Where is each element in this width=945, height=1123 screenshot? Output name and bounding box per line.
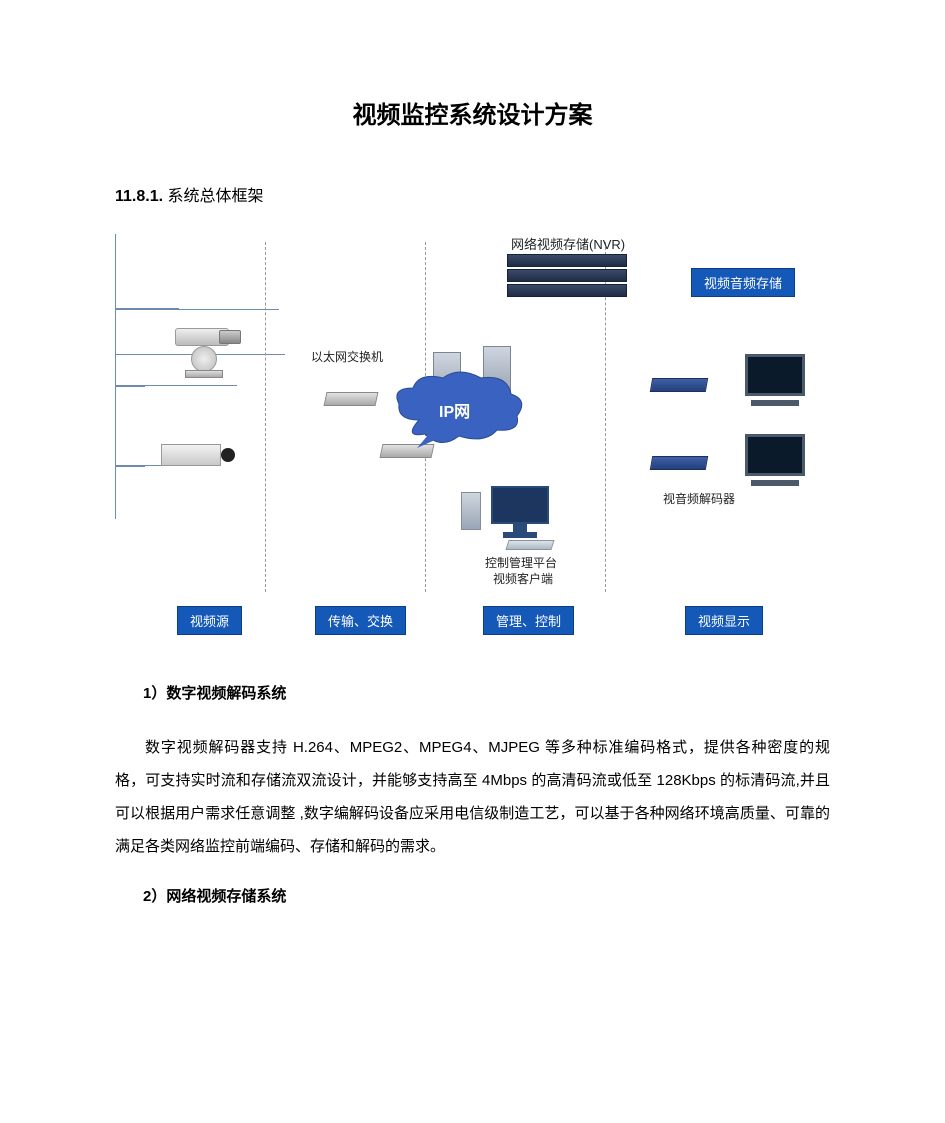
zone-label-manage: 管理、控制 xyxy=(483,606,574,635)
link-cam1-h xyxy=(115,309,279,310)
sub2-title: 网络视频存储系统 xyxy=(166,888,286,905)
storage-badge: 视频音频存储 xyxy=(691,268,795,297)
link-right-v xyxy=(115,387,116,465)
section-number: 11.8.1. xyxy=(115,188,163,205)
nvr-label: 网络视频存储(NVR) xyxy=(511,234,625,253)
box-camera-icon xyxy=(161,438,239,472)
client-pc-icon xyxy=(485,486,555,542)
pc-tower-icon xyxy=(461,492,481,530)
ip-cloud-label: IP网 xyxy=(439,398,470,422)
decoder-icon-2 xyxy=(650,456,708,470)
link-cam2-v xyxy=(115,355,116,385)
nvr-device-icon xyxy=(507,254,627,300)
zone-label-transport: 传输、交换 xyxy=(315,606,406,635)
switch-icon xyxy=(324,392,379,406)
page-title: 视频监控系统设计方案 xyxy=(115,95,830,130)
zone-label-display: 视频显示 xyxy=(685,606,763,635)
section-header: 11.8.1. 系统总体框架 xyxy=(115,182,830,206)
section-name: 系统总体框架 xyxy=(168,188,264,205)
switch-label: 以太网交换机 xyxy=(311,348,383,365)
link-dec1-tv1 xyxy=(115,386,145,387)
link-mgmt-v xyxy=(115,467,116,519)
subsection-1: 1）数字视频解码系统 xyxy=(143,682,830,703)
architecture-diagram: 网络视频存储(NVR) 视频音频存储 以太网交换机 IP网 xyxy=(115,234,835,644)
link-cam1-v xyxy=(115,310,116,354)
sub1-title: 数字视频解码系统 xyxy=(166,685,286,702)
monitor-icon-2 xyxy=(741,430,809,488)
decoder-label: 视音频解码器 xyxy=(663,490,735,507)
ip-cloud-icon: IP网 xyxy=(389,370,529,448)
keyboard-icon xyxy=(505,540,554,550)
ptz-camera-icon xyxy=(157,320,247,384)
zone-label-source: 视频源 xyxy=(177,606,242,635)
sub2-num: 2） xyxy=(143,888,166,905)
mgmt-label-1: 控制管理平台 xyxy=(485,554,557,571)
subsection-2: 2）网络视频存储系统 xyxy=(143,885,830,906)
sub1-num: 1） xyxy=(143,685,166,702)
link-dec2-tv2 xyxy=(115,466,145,467)
mgmt-label-2: 视频客户端 xyxy=(493,570,553,587)
monitor-icon-1 xyxy=(741,350,809,408)
divider-1 xyxy=(265,242,266,592)
link-nvr xyxy=(115,234,116,308)
decoder-icon-1 xyxy=(650,378,708,392)
paragraph-1: 数字视频解码器支持 H.264、MPEG2、MPEG4、MJPEG 等多种标准编… xyxy=(115,731,830,863)
